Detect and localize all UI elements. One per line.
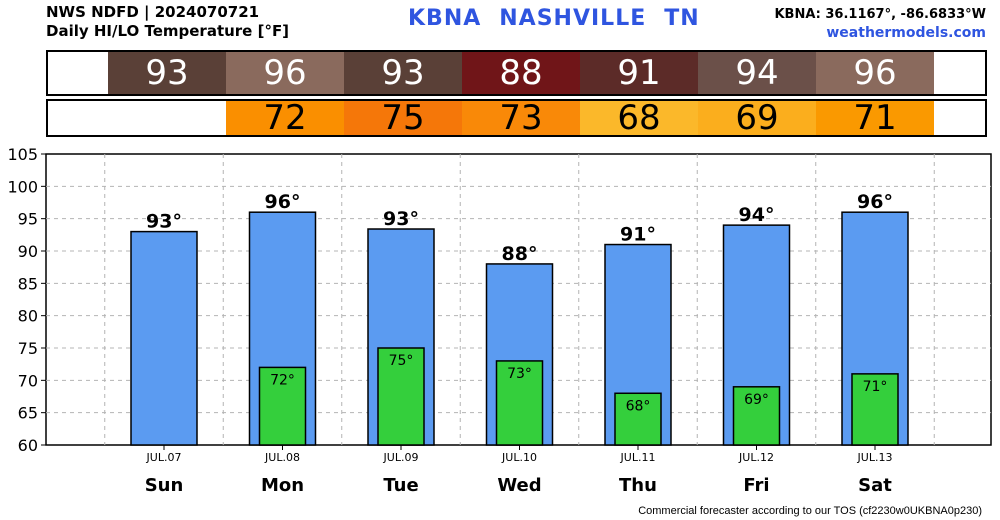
city-name: NASHVILLE	[499, 6, 647, 31]
station-id: KBNA	[408, 6, 482, 31]
ytick-label-9: 105	[7, 145, 38, 164]
ytick-label-7: 95	[18, 210, 38, 229]
lo-strip-cell-1: 72	[226, 98, 344, 138]
ytick-label-5: 85	[18, 274, 38, 293]
xtick-day-1: Mon	[261, 475, 304, 496]
lo-strip-cell-0	[108, 101, 226, 135]
xtick-date-5: JUL.12	[738, 451, 774, 464]
hi-strip-cell-6: 96	[816, 52, 934, 94]
source-label: NWS NDFD | 2024070721	[46, 3, 260, 21]
xtick-date-1: JUL.08	[264, 451, 300, 464]
lo-strip-cell-3: 73	[462, 98, 580, 138]
xtick-day-2: Tue	[383, 475, 418, 496]
ytick-label-6: 90	[18, 242, 38, 261]
hi-strip-cell-1: 96	[226, 52, 344, 94]
ytick-label-1: 65	[18, 404, 38, 423]
ytick-label-8: 100	[7, 177, 38, 196]
ytick-label-4: 80	[18, 307, 38, 326]
xtick-day-0: Sun	[145, 475, 184, 496]
location-title: KBNA NASHVILLE TN	[408, 6, 718, 31]
xtick-date-2: JUL.09	[383, 451, 419, 464]
lo-strip-cell-6: 71	[816, 98, 934, 138]
lo-bar-label-1: 72°	[270, 372, 295, 388]
lo-bar-2	[377, 347, 425, 446]
lo-bar-label-2: 75°	[389, 353, 414, 369]
xtick-day-3: Wed	[497, 475, 541, 496]
lo-bar-3	[495, 360, 544, 446]
hi-strip-cell-5: 94	[698, 52, 816, 94]
xtick-day-6: Sat	[858, 475, 892, 496]
ytick-label-0: 60	[18, 436, 38, 455]
lo-strip-cell-5: 69	[698, 98, 816, 138]
hi-bar-0	[130, 230, 198, 446]
lo-temp-strip: 72 75 73 68 69 71	[46, 98, 987, 138]
hi-strip-cell-0: 93	[108, 52, 226, 94]
header-right: KBNA: 36.1167°, -86.6833°W weathermodels…	[774, 5, 986, 43]
hi-bar-label-6: 96°	[857, 191, 893, 213]
lo-strip-cell-4: 68	[580, 98, 698, 138]
hi-bar-label-2: 93°	[383, 208, 419, 230]
hi-bar-label-4: 91°	[620, 224, 656, 246]
hi-bar-label-1: 96°	[265, 191, 301, 213]
lo-bar-label-3: 73°	[507, 366, 532, 382]
hi-temp-strip: 93 96 93 88 91 94 96	[46, 50, 987, 96]
product-label: Daily HI/LO Temperature [°F]	[46, 22, 290, 40]
coords-label: KBNA: 36.1167°, -86.6833°W	[774, 7, 986, 22]
xtick-date-4: JUL.11	[620, 451, 656, 464]
lo-bar-5	[732, 386, 781, 446]
state-name: TN	[664, 6, 700, 31]
header-left: NWS NDFD | 2024070721 Daily HI/LO Temper…	[46, 3, 289, 41]
lo-bar-label-5: 69°	[744, 392, 769, 408]
xtick-date-3: JUL.10	[501, 451, 537, 464]
xtick-day-5: Fri	[743, 475, 769, 496]
lo-bar-label-4: 68°	[626, 398, 651, 414]
lo-strip-cell-2: 75	[344, 98, 462, 138]
hi-bar-label-0: 93°	[146, 211, 182, 233]
hi-strip-cell-4: 91	[580, 52, 698, 94]
lo-bar-label-6: 71°	[863, 379, 888, 395]
xtick-day-4: Thu	[619, 475, 657, 496]
ytick-label-3: 75	[18, 339, 38, 358]
hi-bar-label-3: 88°	[502, 243, 538, 265]
xtick-date-0: JUL.07	[146, 451, 182, 464]
site-link[interactable]: weathermodels.com	[826, 25, 986, 41]
hi-strip-cell-2: 93	[344, 52, 462, 94]
hi-strip-cell-3: 88	[462, 52, 580, 94]
xtick-date-6: JUL.13	[857, 451, 893, 464]
hi-bar-label-5: 94°	[739, 204, 775, 226]
ytick-label-2: 70	[18, 371, 38, 390]
footer-note: Commercial forecaster according to our T…	[638, 505, 982, 517]
lo-bar-4	[614, 392, 662, 446]
